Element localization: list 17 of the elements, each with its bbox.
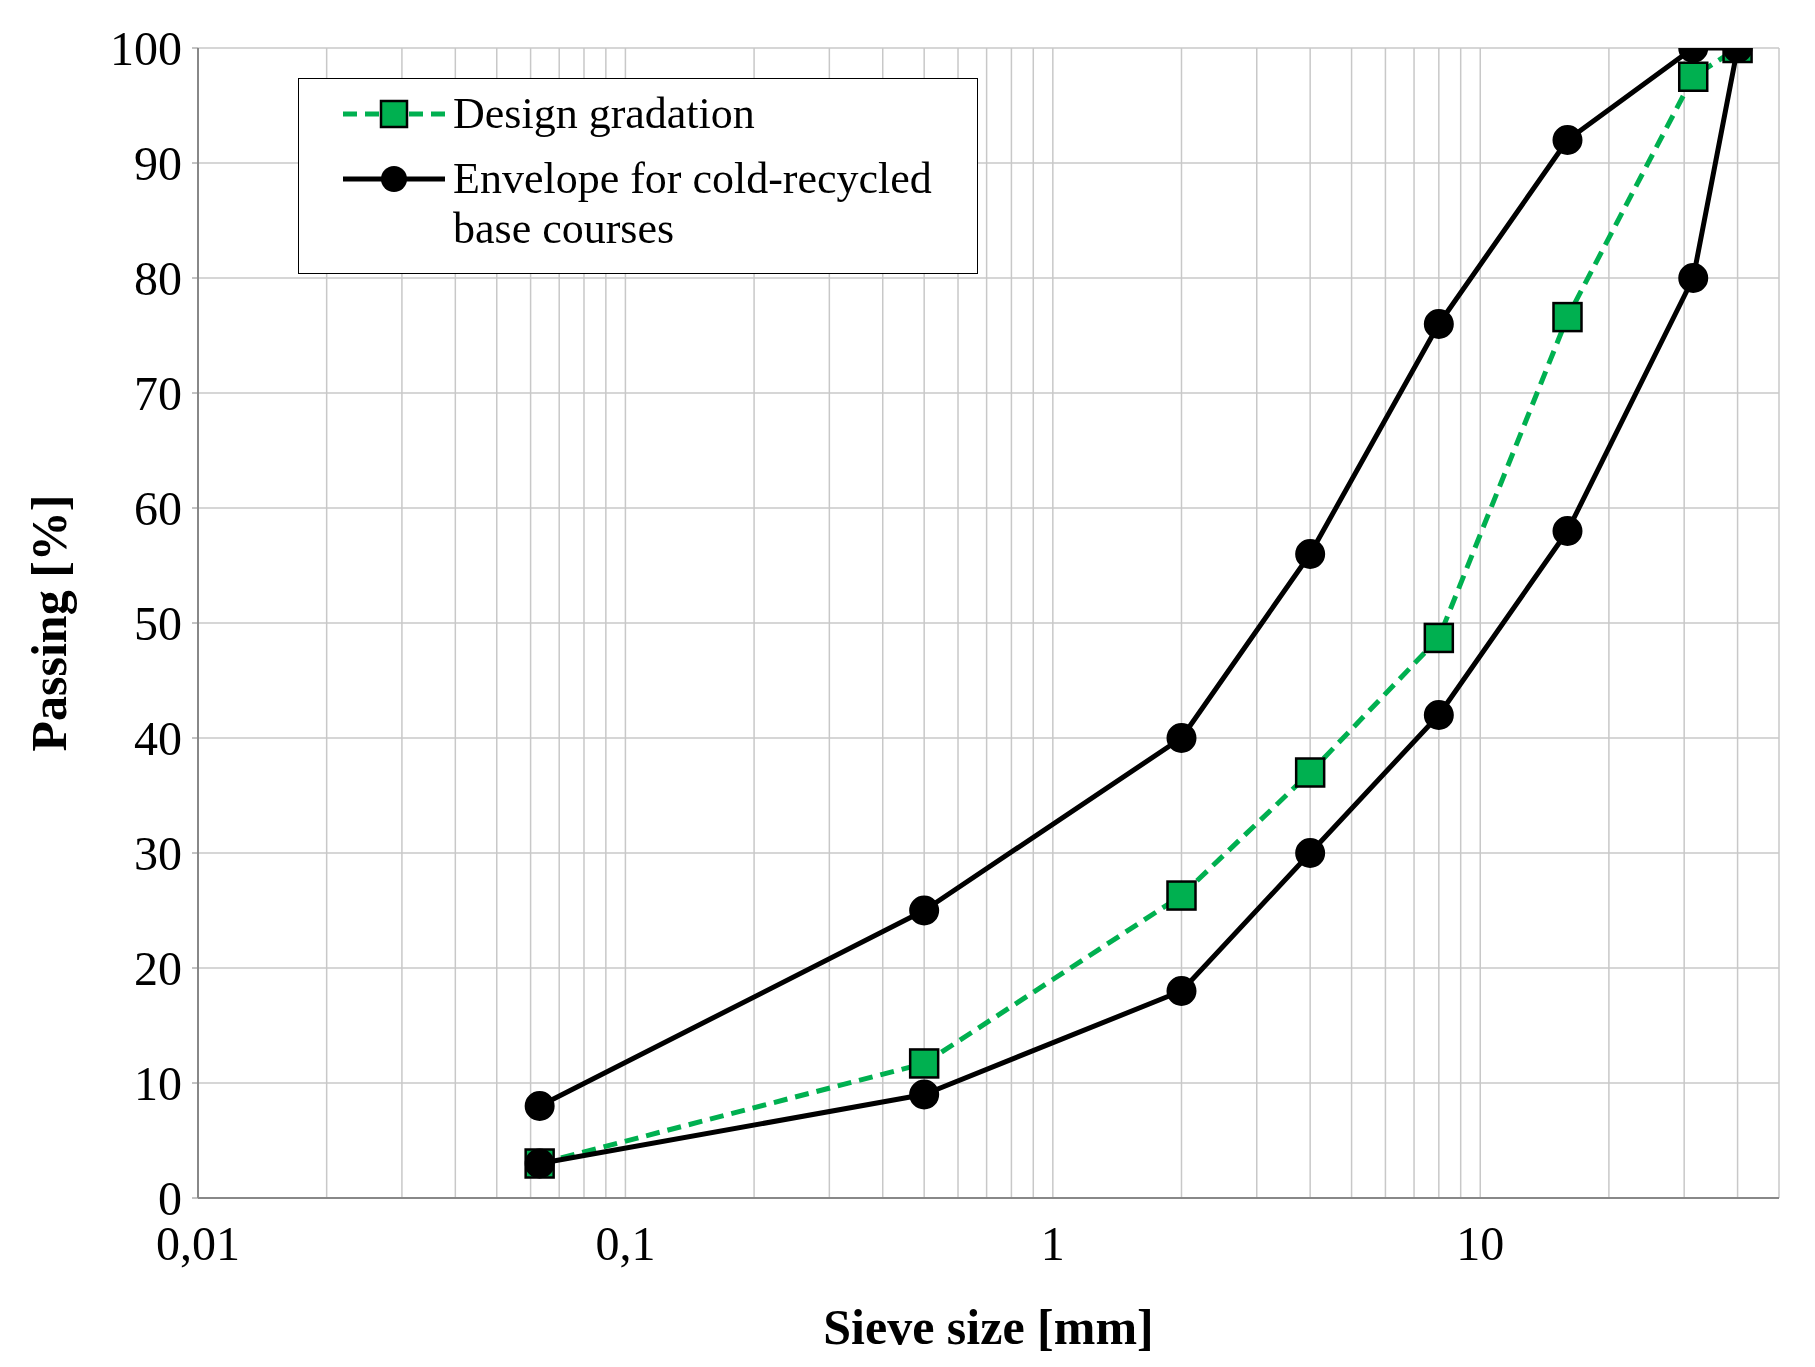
legend-label: Envelope for cold-recycled base courses <box>453 153 933 255</box>
y-tick-label: 80 <box>134 252 182 306</box>
legend-label: Design gradation <box>453 89 755 140</box>
y-tick-label: 50 <box>134 597 182 651</box>
x-tick-label: 0,1 <box>595 1217 656 1271</box>
x-tick-label: 10 <box>1456 1217 1505 1271</box>
y-tick-label: 90 <box>134 137 182 191</box>
y-tick-label: 10 <box>134 1057 182 1111</box>
x-tick-label: 1 <box>1040 1217 1065 1271</box>
y-tick-label: 40 <box>134 712 182 766</box>
y-tick-label: 70 <box>134 367 182 421</box>
x-axis-title: Sieve size [mm] <box>823 1299 1154 1355</box>
y-tick-label: 60 <box>134 482 182 536</box>
y-tick-label: 20 <box>134 942 182 996</box>
y-tick-label: 100 <box>110 22 182 76</box>
y-tick-label: 30 <box>134 827 182 881</box>
y-axis-title: Passing [%] <box>20 494 77 752</box>
